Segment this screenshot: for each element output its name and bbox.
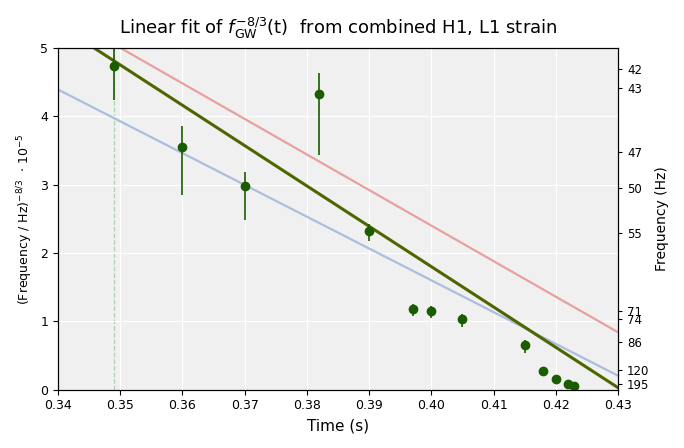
X-axis label: Time (s): Time (s) xyxy=(307,418,369,433)
Y-axis label: Frequency (Hz): Frequency (Hz) xyxy=(655,166,669,271)
Y-axis label: (Frequency / Hz)$^{-8/3}$  $\cdot$ 10$^{-5}$: (Frequency / Hz)$^{-8/3}$ $\cdot$ 10$^{-… xyxy=(15,133,35,305)
Title: Linear fit of $f_{\rm GW}^{-8/3}$(t)  from combined H1, L1 strain: Linear fit of $f_{\rm GW}^{-8/3}$(t) fro… xyxy=(119,15,557,41)
